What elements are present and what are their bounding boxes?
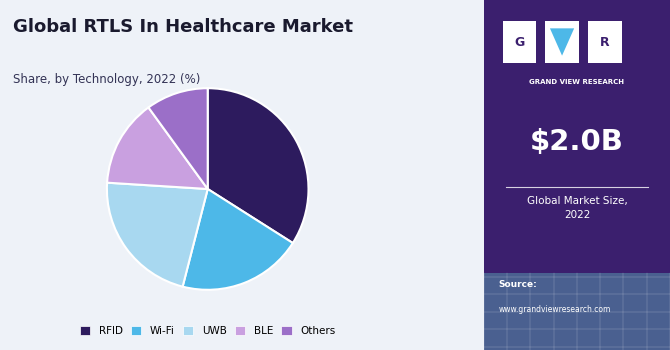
Text: $2.0B: $2.0B <box>530 128 624 156</box>
Text: R: R <box>600 35 610 49</box>
Text: G: G <box>514 35 525 49</box>
Text: Global RTLS In Healthcare Market: Global RTLS In Healthcare Market <box>13 18 353 35</box>
Wedge shape <box>107 183 208 287</box>
Text: Share, by Technology, 2022 (%): Share, by Technology, 2022 (%) <box>13 74 201 86</box>
Text: GRAND VIEW RESEARCH: GRAND VIEW RESEARCH <box>529 79 624 85</box>
Text: Global Market Size,
2022: Global Market Size, 2022 <box>527 196 627 220</box>
Text: Source:: Source: <box>498 280 537 289</box>
FancyBboxPatch shape <box>588 21 622 63</box>
Legend: RFID, Wi-Fi, UWB, BLE, Others: RFID, Wi-Fi, UWB, BLE, Others <box>76 321 340 340</box>
Wedge shape <box>107 107 208 189</box>
FancyBboxPatch shape <box>502 21 536 63</box>
Polygon shape <box>550 28 574 56</box>
Wedge shape <box>208 88 308 243</box>
Wedge shape <box>183 189 293 290</box>
Wedge shape <box>149 88 208 189</box>
FancyBboxPatch shape <box>545 21 579 63</box>
Text: www.grandviewresearch.com: www.grandviewresearch.com <box>498 304 611 314</box>
FancyBboxPatch shape <box>484 273 670 350</box>
FancyBboxPatch shape <box>484 0 670 350</box>
